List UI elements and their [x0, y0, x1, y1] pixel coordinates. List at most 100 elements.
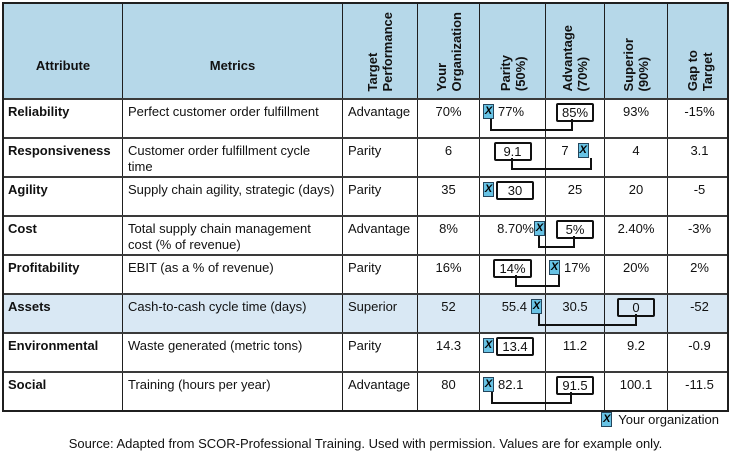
advantage-cell: 91.5 [545, 373, 604, 410]
target-value-box: 13.4 [496, 337, 534, 356]
your-organization-cell: 14.3 [417, 334, 479, 371]
table-row-agility: Agility Supply chain agility, strategic … [4, 176, 727, 215]
header-label: Superior (90%) [621, 37, 651, 91]
connector-line [511, 158, 592, 170]
your-organization-cell: 80 [417, 373, 479, 410]
connector-line [538, 314, 637, 326]
superior-cell: 100.1 [604, 373, 667, 410]
attribute-cell: Social [8, 377, 47, 392]
table-row-responsiveness: Responsiveness Customer order fulfillmen… [4, 137, 727, 176]
target-performance-cell: Parity [342, 178, 417, 215]
your-org-marker: X [534, 221, 545, 236]
target-value-box: 5% [556, 220, 594, 239]
metric-cell: Cash-to-cash cycle time (days) [122, 295, 342, 332]
advantage-value: 17% [564, 260, 591, 275]
table-row-reliability: Reliability Perfect customer order fulfi… [4, 98, 727, 137]
header-gap-to-target: Gap to Target [667, 4, 731, 98]
your-org-marker: X [531, 299, 542, 314]
attribute-cell: Responsiveness [8, 143, 111, 158]
gap-cell: -5 [667, 178, 731, 215]
your-org-marker: X [483, 182, 494, 197]
attribute-cell: Cost [8, 221, 37, 236]
advantage-cell: 25 [545, 178, 604, 215]
advantage-cell: 85% [545, 100, 604, 137]
gap-cell: 2% [667, 256, 731, 293]
attribute-cell: Assets [8, 299, 51, 314]
your-organization-cell: 35 [417, 178, 479, 215]
table-row-assets: Assets Cash-to-cash cycle time (days) Su… [4, 293, 727, 332]
header-label: Target Performance [365, 11, 395, 91]
header-advantage: Advantage (70%) [545, 4, 604, 98]
gap-cell: -11.5 [667, 373, 731, 410]
header-label: Metrics [209, 57, 256, 73]
metric-cell: Total supply chain management cost (% of… [122, 217, 342, 254]
header-parity: Parity (50%) [479, 4, 545, 98]
target-performance-cell: Superior [342, 295, 417, 332]
parity-cell: X 30 [479, 178, 545, 215]
target-performance-cell: Parity [342, 256, 417, 293]
table-row-social: Social Training (hours per year) Advanta… [4, 371, 727, 410]
target-value-box: 30 [496, 181, 534, 200]
table-row-environmental: Environmental Waste generated (metric to… [4, 332, 727, 371]
gap-cell: -52 [667, 295, 731, 332]
header-target-performance: Target Performance [342, 4, 417, 98]
connector-line [515, 275, 560, 287]
target-value-box: 91.5 [556, 376, 594, 395]
target-performance-cell: Advantage [342, 217, 417, 254]
gap-cell: 3.1 [667, 139, 731, 176]
connector-line [538, 236, 575, 248]
target-performance-cell: Advantage [342, 373, 417, 410]
header-label: Your Organization [433, 11, 464, 91]
your-org-marker: X [483, 104, 494, 119]
advantage-cell: 5% [545, 217, 604, 254]
parity-cell: 14% [479, 256, 545, 293]
parity-value: 8.70% [497, 221, 534, 236]
advantage-value: 7 [561, 143, 569, 158]
your-organization-cell: 8% [417, 217, 479, 254]
table-row-profitability: Profitability EBIT (as a % of revenue) P… [4, 254, 727, 293]
superior-cell: 20 [604, 178, 667, 215]
table-row-cost: Cost Total supply chain management cost … [4, 215, 727, 254]
your-organization-cell: 52 [417, 295, 479, 332]
legend-label: Your organization [618, 412, 719, 427]
parity-cell: X 77% [479, 100, 545, 137]
target-performance-cell: Parity [342, 139, 417, 176]
attribute-cell: Reliability [8, 104, 70, 119]
header-metrics: Metrics [122, 4, 342, 98]
legend-marker-icon: X [601, 412, 613, 427]
header-label: Attribute [35, 57, 91, 73]
parity-cell: X 82.1 [479, 373, 545, 410]
superior-cell: 4 [604, 139, 667, 176]
parity-value: 55.4 [501, 299, 527, 314]
metric-cell: Training (hours per year) [122, 373, 342, 410]
header-label: Advantage (70%) [560, 24, 590, 91]
superior-cell: 20% [604, 256, 667, 293]
parity-value: 77% [498, 104, 525, 119]
metric-cell: Supply chain agility, strategic (days) [122, 178, 342, 215]
header-label: Parity (50%) [497, 54, 528, 91]
header-row: Attribute Metrics Target Performance You… [4, 4, 727, 98]
target-performance-cell: Parity [342, 334, 417, 371]
metric-cell: Waste generated (metric tons) [122, 334, 342, 371]
your-org-marker: X [577, 143, 589, 158]
parity-cell: 8.70% X [479, 217, 545, 254]
parity-value: 82.1 [498, 377, 524, 392]
scor-benchmark-table: Attribute Metrics Target Performance You… [2, 2, 729, 412]
your-org-marker: X [549, 260, 560, 275]
header-label: Gap to Target [684, 49, 715, 91]
parity-cell: 55.4 X [479, 295, 545, 332]
metric-cell: Customer order fulfillment cycle time [122, 139, 342, 176]
target-value-box: 14% [493, 259, 532, 278]
advantage-cell: 11.2 [545, 334, 604, 371]
connector-line [491, 392, 572, 404]
connector-line [490, 119, 573, 131]
legend: X Your organization [601, 412, 719, 427]
attribute-cell: Agility [8, 182, 48, 197]
header-superior: Superior (90%) [604, 4, 667, 98]
gap-cell: -15% [667, 100, 731, 137]
gap-cell: -3% [667, 217, 731, 254]
your-organization-cell: 70% [417, 100, 479, 137]
superior-cell: 93% [604, 100, 667, 137]
superior-cell: 2.40% [604, 217, 667, 254]
